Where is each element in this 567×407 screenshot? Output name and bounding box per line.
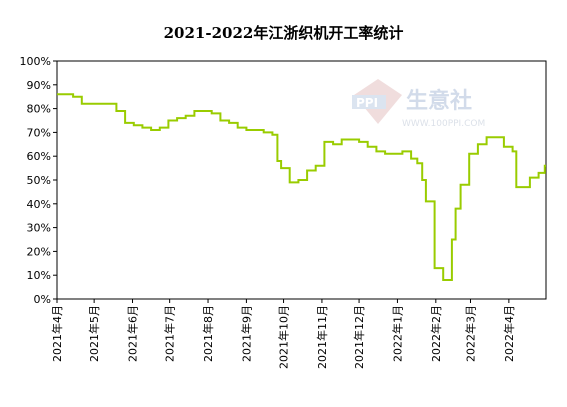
y-tick-label: 20%: [27, 245, 51, 258]
y-tick-label: 60%: [27, 150, 51, 163]
watermark-badge: PPI: [356, 96, 378, 110]
x-tick-label: 2021年6月: [126, 305, 140, 362]
x-tick-label: 2022年4月: [502, 305, 516, 362]
x-tick-label: 2022年3月: [463, 305, 477, 362]
chart-title: 2021-2022年江浙织机开工率统计: [163, 24, 404, 42]
x-tick-label: 2022年2月: [429, 305, 443, 362]
watermark-badge-box: [352, 95, 386, 109]
y-axis: 0% 10% 20% 30% 40% 50% 60% 70% 80% 90% 100%: [20, 55, 57, 306]
watermark-logo-icon: [354, 79, 402, 124]
series-line-0: [57, 93, 546, 281]
x-axis: 2021年4月 2021年5月 2021年6月 2021年7月 2021年8月 2021年…: [50, 299, 516, 369]
y-tick-label: 80%: [27, 103, 51, 116]
x-tick-label: 2021年8月: [201, 305, 215, 362]
watermark-brand: 生意社: [406, 88, 472, 114]
y-tick-label: 10%: [27, 269, 51, 282]
x-tick-label: 2021年11月: [315, 305, 329, 369]
x-tick-label: 2021年12月: [352, 305, 366, 369]
y-tick-label: 90%: [27, 79, 51, 92]
y-tick-label: 40%: [27, 198, 51, 211]
x-tick-label: 2021年10月: [277, 305, 291, 369]
watermark: PPI 生意社 WWW.100PPI.COM: [352, 79, 485, 129]
x-tick-label: 2021年9月: [239, 305, 253, 362]
x-tick-label: 2022年1月: [390, 305, 404, 362]
x-tick-label: 2021年4月: [50, 305, 64, 362]
y-tick-label: 100%: [20, 55, 51, 68]
y-tick-label: 0%: [34, 293, 51, 306]
y-tick-label: 30%: [27, 222, 51, 235]
x-tick-label: 2021年5月: [87, 305, 101, 362]
series-layer: [57, 93, 546, 281]
x-tick-label: 2021年7月: [163, 305, 177, 362]
y-tick-label: 70%: [27, 126, 51, 139]
y-tick-label: 50%: [27, 174, 51, 187]
watermark-url: WWW.100PPI.COM: [402, 119, 485, 129]
